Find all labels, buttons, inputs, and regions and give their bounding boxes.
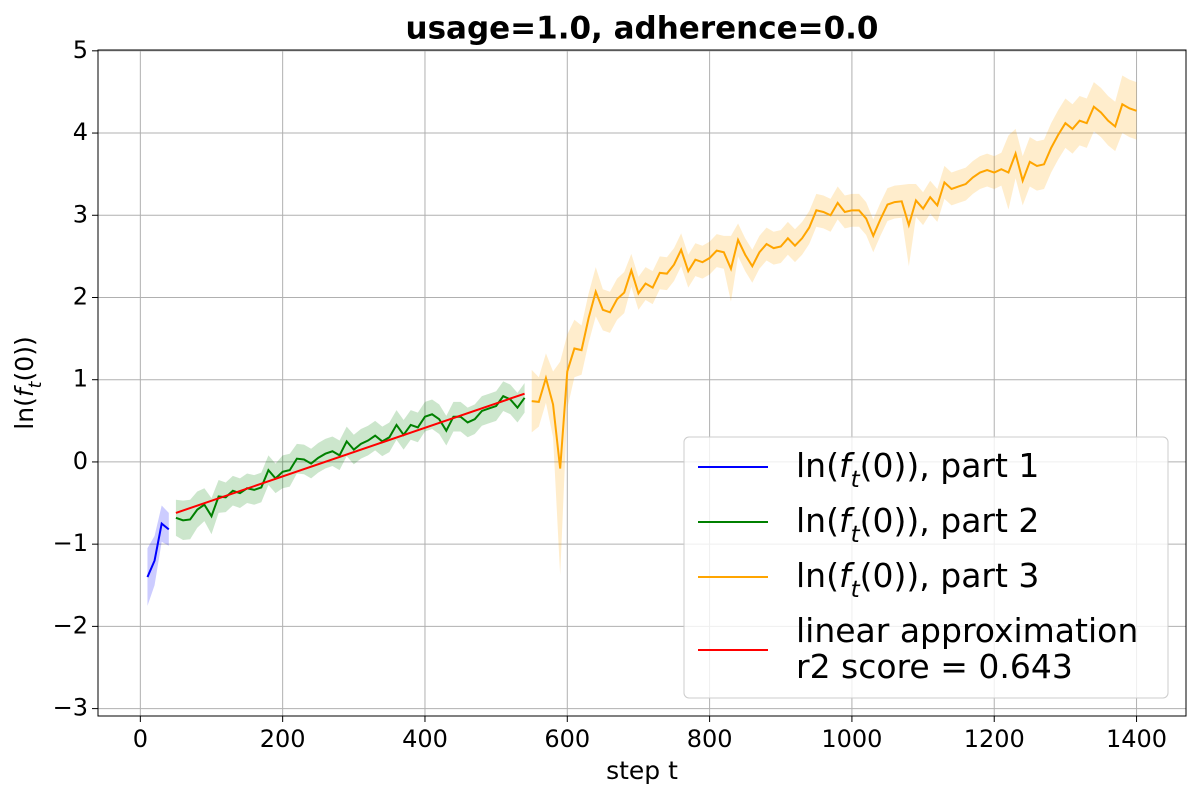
x-tick-label: 600 xyxy=(544,725,590,753)
chart-title: usage=1.0, adherence=0.0 xyxy=(406,11,879,47)
y-tick-label: −1 xyxy=(53,529,88,557)
y-tick-label: 4 xyxy=(73,118,88,146)
x-tick-label: 200 xyxy=(260,725,306,753)
series-line xyxy=(175,392,525,514)
y-tick-label: 1 xyxy=(73,365,88,393)
plot-frame xyxy=(97,49,1187,717)
y-tick-label: −2 xyxy=(53,611,88,639)
x-tick-label: 1400 xyxy=(1106,725,1167,753)
x-tick-label: 0 xyxy=(133,725,148,753)
x-axis-label: step t xyxy=(606,756,678,785)
y-tick-label: 3 xyxy=(73,200,88,228)
y-axis-label: ln(ft(0)) xyxy=(10,336,46,429)
error-band xyxy=(175,381,525,541)
y-tick-label: 0 xyxy=(73,447,88,475)
x-tick-label: 400 xyxy=(402,725,448,753)
series-line xyxy=(146,521,170,578)
legend-label: linear approximation r2 score = 0.643 xyxy=(796,611,1138,686)
x-tick-label: 800 xyxy=(687,725,733,753)
series-line xyxy=(531,102,1137,469)
x-tick-label: 1200 xyxy=(964,725,1025,753)
error-band xyxy=(147,505,169,606)
y-tick-label: 5 xyxy=(73,36,88,64)
y-tick-label: −3 xyxy=(53,694,88,722)
series-line xyxy=(175,394,526,522)
y-tick-label: 2 xyxy=(73,282,88,310)
legend-box xyxy=(683,436,1169,699)
x-tick-label: 1000 xyxy=(821,725,882,753)
